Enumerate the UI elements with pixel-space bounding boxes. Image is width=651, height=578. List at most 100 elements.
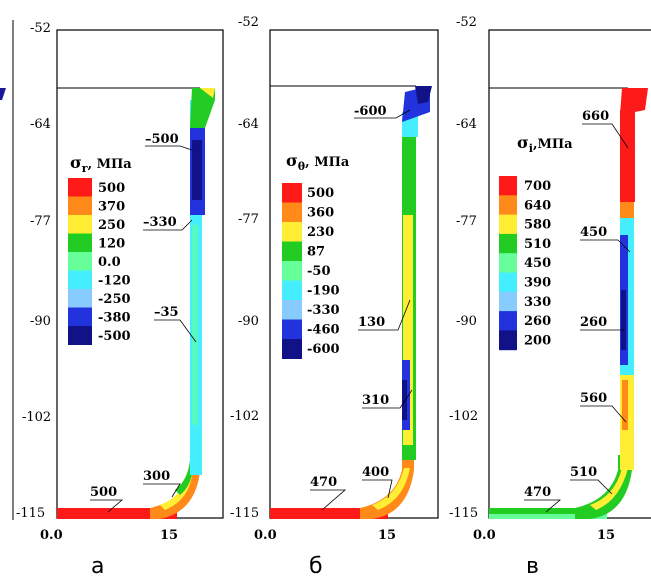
panel-c-ytick: -115 [449,506,478,521]
panel-c-ytick: -102 [449,409,478,424]
panel-c-caption: в [526,554,539,578]
panel-a: -52 -64 -77 -90 -102 -115 0.0 15 σr, МПа… [16,21,224,578]
panel-b-annotations: -600 130 310 400 470 [310,104,413,511]
annotation-label: –35 [154,305,179,320]
annotation-label: 470 [310,475,337,490]
legend-swatch [68,215,92,234]
panel-a-ytick: -115 [16,506,45,521]
legend-value: 360 [307,206,334,221]
legend-swatch [499,176,517,196]
legend-swatch [68,270,92,290]
legend-swatch [282,280,302,301]
legend-swatch [282,241,302,262]
legend-swatch [282,261,302,281]
panel-a-annotations: –500 –330 –35 300 500 [90,132,197,513]
panel-a-legend-title: σr, МПа [70,153,132,175]
panel-b-ytick: -90 [238,314,259,329]
legend-value: 700 [524,179,551,194]
panel-a-xtick: 0.0 [40,528,63,543]
legend-swatch [68,289,92,308]
panel-b-ytick: -52 [238,15,259,30]
legend-swatch [282,202,302,223]
legend-value: 500 [307,186,334,201]
annotation-label: 130 [358,315,385,330]
legend-value: -600 [307,342,340,357]
annotation-label: 400 [362,465,389,480]
panel-c-ytick: -52 [456,15,477,30]
legend-value: 390 [524,276,551,291]
legend-value: -250 [98,292,131,307]
legend-value: 370 [98,200,125,215]
legend-swatch [68,307,92,327]
legend-swatch [68,326,92,345]
legend-value: -50 [307,264,331,279]
panel-b-ytick: -102 [230,409,259,424]
annotation-label: 260 [580,315,607,330]
panel-a-ytick: -77 [30,214,51,229]
legend-swatch [499,311,517,331]
legend-value: -330 [307,303,340,318]
legend-swatch [282,300,302,320]
panel-b-ytick: -115 [230,506,259,521]
panel-b-legend-title: σθ, МПа [286,151,350,173]
legend-swatch [68,196,92,216]
panel-c-annotations: 660 450 260 560 510 470 [524,109,631,513]
annotation-label: –330 [143,215,177,230]
panel-b-xtick: 15 [378,528,396,543]
legend-value: 450 [524,256,551,271]
panel-a-ytick: -64 [30,117,51,132]
legend-value: 580 [524,218,551,233]
legend-value: 0.0 [98,255,121,270]
annotation-label: 500 [90,485,117,500]
panel-c-legend-title: σi,МПа [517,133,573,155]
panel-b-xtick: 0.0 [254,528,277,543]
annotation-label: 660 [582,109,609,124]
panel-c-shell [489,88,648,519]
legend-value: -190 [307,284,340,299]
panel-a-caption: а [91,554,104,578]
legend-swatch [499,253,517,273]
panel-c-ytick: -90 [456,314,477,329]
legend-swatch [282,222,302,242]
panel-b-ytick: -64 [238,117,259,132]
panel-b-ytick: -77 [238,212,259,227]
panel-a-legend: 500 370 250 120 0.0 -120 -250 -380 -500 [68,178,131,345]
panel-c: -52 -64 -77 -90 -102 -115 0.0 15 σi,МПа … [449,15,651,578]
panel-c-xtick: 0.0 [473,528,496,543]
annotation-label: 560 [580,391,607,406]
legend-value: 230 [307,225,334,240]
legend-swatch [68,233,92,253]
legend-value: 260 [524,314,551,329]
legend-swatch [282,319,302,340]
legend-swatch [499,272,517,293]
panel-b-shell [270,86,432,519]
left-edge-fragment [0,20,14,520]
legend-value: -500 [98,329,131,344]
legend-value: -120 [98,274,131,289]
legend-value: 500 [98,181,125,196]
legend-swatch [499,214,517,235]
panel-a-ytick: -52 [30,21,51,36]
legend-swatch [499,330,517,351]
panel-b: -52 -64 -77 -90 -102 -115 0.0 15 σθ, МПа… [230,15,439,578]
legend-value: 510 [524,237,551,252]
annotation-label: 300 [143,469,170,484]
panel-a-xtick: 15 [160,528,178,543]
legend-value: -460 [307,323,340,338]
legend-swatch [499,233,517,254]
annotation-label: 310 [362,393,389,408]
legend-value: 330 [524,295,551,310]
legend-swatch [282,339,302,359]
legend-swatch [499,291,517,312]
legend-value: 120 [98,237,125,252]
panel-c-legend: 700 640 580 510 450 390 330 260 200 [499,176,551,351]
panel-c-ytick: -77 [456,214,477,229]
annotation-label: -600 [354,104,387,119]
legend-value: 640 [524,198,551,213]
panel-c-ytick: -64 [456,117,477,132]
annotation-label: 450 [580,225,607,240]
panel-a-shell [57,88,215,519]
panel-b-legend: 500 360 230 87 -50 -190 -330 -460 -600 [282,183,340,359]
legend-value: 87 [307,245,325,260]
